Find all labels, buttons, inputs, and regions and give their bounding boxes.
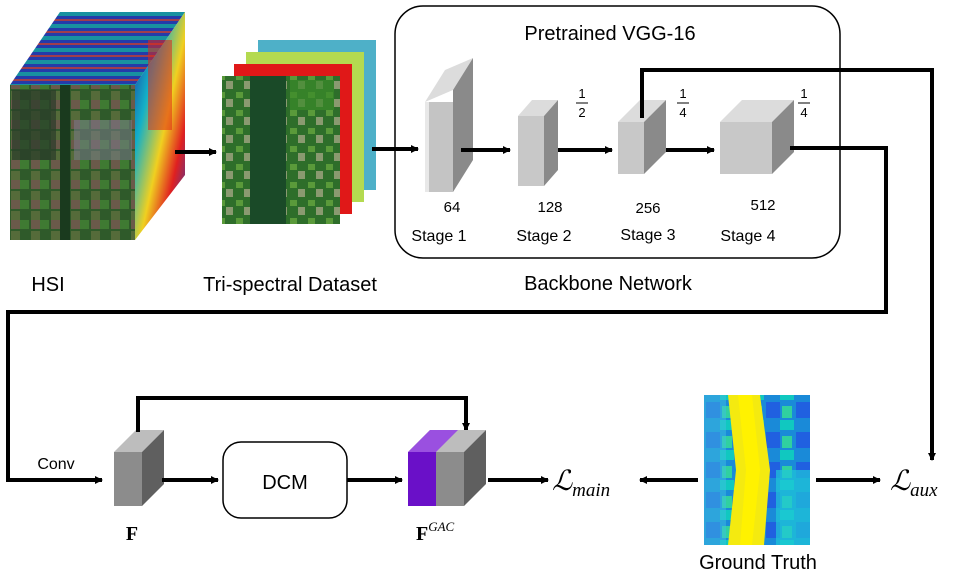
backbone-title: Pretrained VGG-16: [524, 23, 695, 45]
stage3-scale-num: 1: [679, 86, 686, 101]
feature-gac-block: [408, 430, 486, 506]
stage4-scale: 1 4: [798, 86, 810, 120]
dcm-label: DCM: [262, 472, 308, 494]
arrow-f-skip-to-gac: [136, 396, 470, 432]
arrow-stage3-to-laux: [640, 68, 936, 461]
stage1-channels: 64: [444, 199, 461, 216]
ground-truth-label: Ground Truth: [699, 552, 817, 573]
backbone-box: [394, 5, 841, 259]
stage3-channels: 256: [635, 200, 660, 217]
stage2-scale-den: 2: [578, 105, 585, 120]
stage3-scale: 1 4: [677, 86, 689, 120]
stage2-channels: 128: [537, 199, 562, 216]
feature-gac-label: FGAC: [416, 519, 455, 545]
stage4-scale-den: 4: [800, 105, 807, 120]
backbone-caption: Backbone Network: [524, 273, 693, 295]
feature-f-label: F: [126, 523, 138, 545]
stage1-label: Stage 1: [411, 228, 466, 245]
stage2-label: Stage 2: [516, 228, 571, 245]
conv-label: Conv: [37, 456, 74, 473]
hsi-label: HSI: [31, 274, 64, 296]
stage4-channels: 512: [750, 197, 775, 214]
stage4-block: [720, 100, 794, 174]
stage3-scale-den: 4: [679, 105, 686, 120]
arrow-stage4-to-conv: [6, 146, 888, 484]
stage4-scale-num: 1: [800, 86, 807, 101]
tri-spectral-label: Tri-spectral Dataset: [203, 274, 377, 296]
stage2-block: [518, 100, 558, 186]
feature-f-block: [114, 430, 164, 506]
ground-truth-image: [704, 395, 810, 545]
tri-spectral-stack-image: [222, 40, 376, 224]
stage3-label: Stage 3: [620, 227, 675, 244]
stage4-label: Stage 4: [720, 228, 775, 245]
loss-aux: ℒaux: [890, 466, 938, 501]
hsi-cube-image: [10, 12, 185, 240]
stage2-scale: 1 2: [576, 86, 588, 120]
stage2-scale-num: 1: [578, 86, 585, 101]
loss-main: ℒmain: [552, 466, 610, 501]
stage1-block: [425, 58, 473, 192]
